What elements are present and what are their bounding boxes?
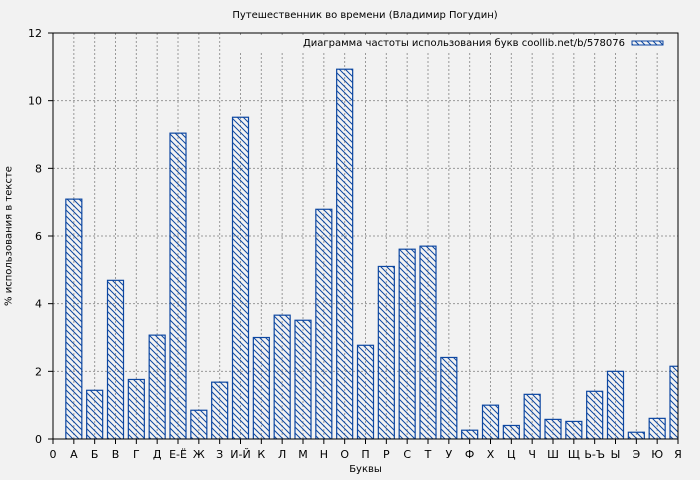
y-tick-label: 8 bbox=[35, 162, 42, 175]
bar bbox=[586, 390, 604, 439]
bar bbox=[356, 344, 375, 439]
bar bbox=[606, 370, 625, 439]
y-tick-label: 0 bbox=[35, 433, 42, 446]
bar bbox=[461, 429, 479, 439]
bar bbox=[377, 265, 395, 439]
bar bbox=[148, 334, 166, 439]
chart-title: Путешественник во времени (Владимир Погу… bbox=[232, 10, 498, 21]
x-tick-label: М bbox=[298, 448, 308, 461]
bar bbox=[627, 431, 645, 439]
x-tick-label: З bbox=[216, 448, 223, 461]
x-tick-label: К bbox=[257, 448, 265, 461]
bar bbox=[648, 417, 666, 439]
bar bbox=[440, 356, 458, 439]
x-tick-label: Ц bbox=[507, 448, 516, 461]
bar bbox=[65, 198, 83, 439]
bar bbox=[190, 409, 208, 439]
y-tick-label: 10 bbox=[28, 95, 42, 108]
bar bbox=[211, 381, 229, 439]
y-tick-label: 4 bbox=[35, 298, 42, 311]
x-tick-label: У bbox=[445, 448, 452, 461]
x-tick-label: Ю bbox=[651, 448, 663, 461]
x-tick-label: Ч bbox=[528, 448, 536, 461]
x-tick-label: А bbox=[70, 448, 78, 461]
x-tick-label: Д bbox=[153, 448, 162, 461]
x-tick-label: Ь-Ъ bbox=[584, 448, 605, 461]
x-tick-label: Г bbox=[133, 448, 140, 461]
y-tick-label: 12 bbox=[28, 27, 42, 40]
x-tick-label: И-Й bbox=[230, 448, 250, 461]
x-tick-label: Е-Ё bbox=[169, 448, 187, 461]
legend-label: Диаграмма частоты использования букв coo… bbox=[303, 38, 625, 49]
x-tick-label: Л bbox=[278, 448, 286, 461]
bars-group bbox=[65, 68, 678, 439]
bar bbox=[127, 378, 145, 439]
legend-swatch bbox=[631, 40, 664, 46]
x-tick-label: Х bbox=[487, 448, 495, 461]
x-tick-label: Б bbox=[91, 448, 99, 461]
bar bbox=[502, 424, 520, 439]
bar bbox=[231, 116, 250, 439]
y-tick-label: 6 bbox=[35, 230, 42, 243]
x-tick-label: В bbox=[112, 448, 120, 461]
bar bbox=[169, 132, 187, 439]
x-tick-label: С bbox=[403, 448, 411, 461]
bar bbox=[544, 418, 562, 439]
legend: Диаграмма частоты использования букв coo… bbox=[240, 36, 674, 52]
x-tick-label: Ж bbox=[193, 448, 205, 461]
x-tick-label: О bbox=[340, 448, 349, 461]
x-tick-label: 0 bbox=[50, 448, 57, 461]
x-tick-label: Ш bbox=[547, 448, 559, 461]
bar bbox=[273, 314, 291, 439]
x-tick-label: Р bbox=[383, 448, 390, 461]
y-axis: 0 2 4 6 8 10 12 bbox=[28, 27, 53, 446]
x-tick-label: Н bbox=[320, 448, 328, 461]
x-axis: 0 А Б В Г Д Е-Ё Ж З И-Й К Л М Н О П Р С Т У Ф Х Ц Ч Ш Щ Ь-Ъ Ы Э Ю Я bbox=[50, 439, 682, 461]
bar bbox=[523, 393, 541, 439]
bar bbox=[336, 68, 354, 439]
x-tick-label: Я bbox=[674, 448, 682, 461]
bar bbox=[252, 336, 270, 439]
x-tick-label: Э bbox=[632, 448, 640, 461]
bar bbox=[481, 404, 500, 439]
x-tick-label: Т bbox=[424, 448, 432, 461]
bar bbox=[669, 365, 678, 439]
x-tick-label: Ы bbox=[611, 448, 621, 461]
x-tick-label: Щ bbox=[568, 448, 580, 461]
bar bbox=[294, 319, 312, 439]
y-tick-label: 2 bbox=[35, 365, 42, 378]
x-tick-label: Ф bbox=[465, 448, 474, 461]
bar bbox=[106, 279, 125, 439]
x-axis-label: Буквы bbox=[349, 464, 382, 475]
bar bbox=[398, 248, 416, 439]
bar bbox=[86, 389, 104, 439]
bar bbox=[315, 208, 333, 439]
bar bbox=[565, 420, 583, 439]
x-tick-label: П bbox=[361, 448, 369, 461]
bar bbox=[419, 245, 437, 439]
